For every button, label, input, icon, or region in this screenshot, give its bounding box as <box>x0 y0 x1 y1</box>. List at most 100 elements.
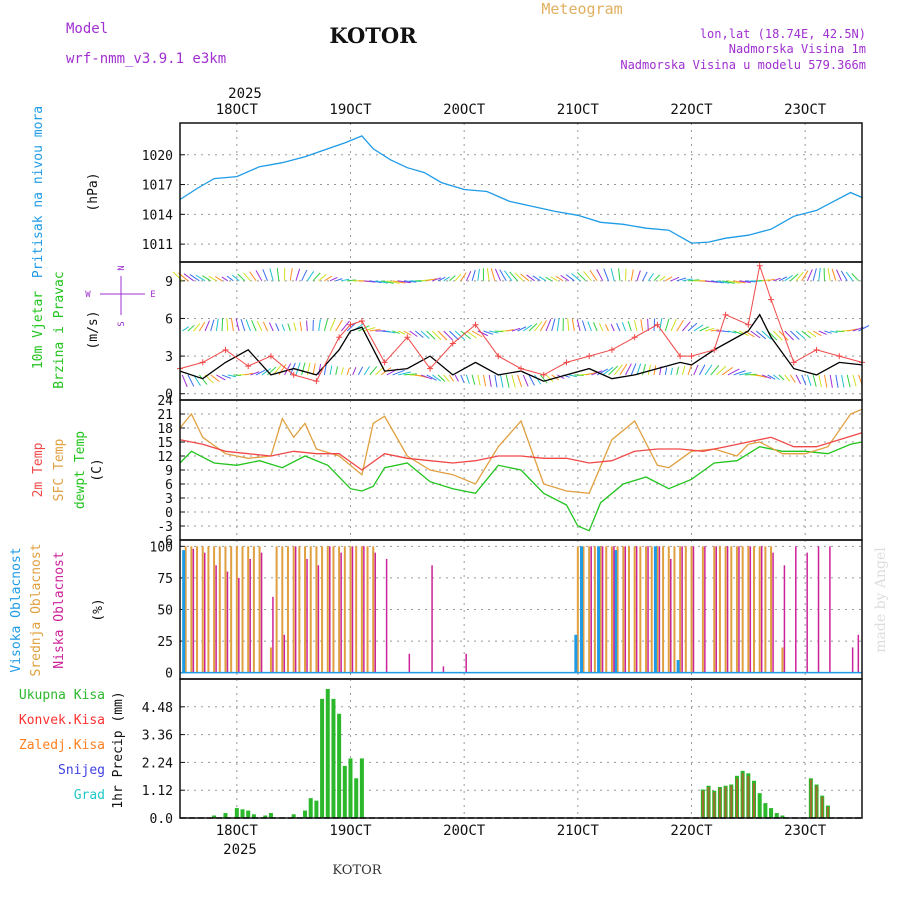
mid-cloud-bar <box>645 546 647 672</box>
wind-arrow <box>604 269 609 281</box>
cloud-title-high: Visoka Oblacnost <box>9 547 24 672</box>
mid-cloud-bar <box>770 546 772 672</box>
wind-arrow <box>336 320 343 331</box>
conv-precip-bar <box>708 787 710 818</box>
y-tick-label: -3 <box>157 520 173 535</box>
conv-precip-bar <box>821 797 823 818</box>
low-cloud-bar <box>715 546 717 672</box>
wind-legend-w: W <box>85 290 91 300</box>
total-precip-bar <box>303 811 307 818</box>
wind-arrow <box>832 269 836 281</box>
precip-panel: 0.01.122.243.364.48 <box>142 679 862 827</box>
low-cloud-bar <box>750 546 752 672</box>
wind-arrow <box>546 277 552 281</box>
y-tick-label: 50 <box>157 604 173 619</box>
wind-arrow <box>277 268 279 281</box>
low-cloud-bar <box>858 635 860 673</box>
y-tick-label: 12 <box>157 450 173 465</box>
wind-gust-marker <box>313 378 319 384</box>
wind-arrow <box>466 271 470 281</box>
low-cloud-bar <box>693 546 695 672</box>
wind-arrow <box>609 366 618 375</box>
wind-unit: (m/s) <box>86 310 101 349</box>
dewpt-line <box>180 442 862 531</box>
conv-precip-bar <box>753 783 755 818</box>
top-day-label: 19OCT <box>329 102 372 118</box>
wind-arrow <box>449 276 455 281</box>
wind-arrow <box>552 319 555 331</box>
wind-arrow <box>455 375 458 381</box>
conv-precip-bar <box>747 776 749 818</box>
mid-cloud-bar <box>270 647 272 672</box>
wind-arrow <box>665 277 672 281</box>
wind-arrow <box>241 319 245 331</box>
wind-gust-marker <box>632 334 638 340</box>
product-title: Meteogram <box>541 0 622 18</box>
wind-arrow <box>336 367 338 375</box>
wind-arrow <box>665 319 669 331</box>
top-year: 2025 <box>228 86 262 102</box>
top-day-label: 23OCT <box>784 102 827 118</box>
low-cloud-bar <box>443 666 445 672</box>
top-day-label: 22OCT <box>670 102 713 118</box>
wind-legend-e: E <box>150 290 155 300</box>
mid-cloud-bar <box>327 546 329 672</box>
wind-arrow <box>622 322 625 331</box>
wind-gust-marker <box>768 297 774 303</box>
mid-cloud-bar <box>355 546 357 672</box>
conv-precip-bar <box>730 786 732 818</box>
wind-arrow <box>302 270 307 281</box>
footer-station: KOTOR <box>332 863 382 878</box>
wind-arrow <box>648 273 653 280</box>
wind-arrow <box>605 324 608 331</box>
mid-cloud-bar <box>298 546 300 672</box>
wind-arrow <box>628 321 631 331</box>
mid-cloud-bar <box>236 546 238 672</box>
mid-cloud-bar <box>753 546 755 672</box>
wind-gust-marker <box>757 263 763 269</box>
low-cloud-bar <box>636 546 638 672</box>
bottom-day-label: 23OCT <box>784 823 827 839</box>
low-cloud-bar <box>738 546 740 672</box>
y-tick-label: 0 <box>165 506 173 521</box>
y-tick-label: 24 <box>157 394 173 409</box>
wind-arrow <box>551 277 558 281</box>
total-precip-bar <box>246 811 250 818</box>
y-tick-label: 18 <box>157 422 173 437</box>
wind-arrow <box>491 268 495 280</box>
wind-arrow <box>819 375 822 387</box>
wind-arrow <box>364 366 370 375</box>
wind-arrow <box>495 375 497 387</box>
wind-arrow <box>665 367 666 375</box>
wind-arrow <box>557 318 559 331</box>
wind-arrow <box>677 320 684 331</box>
wind-legend-n: N <box>117 265 127 270</box>
bottom-day-label: 20OCT <box>443 823 486 839</box>
wind-gust-marker <box>222 347 228 353</box>
conv-precip-bar <box>736 778 738 818</box>
low-cloud-bar <box>818 546 820 672</box>
total-precip-bar <box>241 809 245 818</box>
wind-arrow <box>231 318 233 331</box>
precip-legend-conv: Konvek.Kisa <box>19 713 105 728</box>
y-tick-label: 3 <box>165 492 173 507</box>
wind-arrow <box>483 375 485 386</box>
wind-arrow <box>238 274 245 281</box>
wind-gust-line <box>180 266 862 381</box>
y-tick-label: 25 <box>157 635 173 650</box>
mid-cloud-bar <box>202 546 204 672</box>
y-tick-label: 0.0 <box>150 812 173 827</box>
wind-arrow <box>487 268 489 281</box>
model-name: wrf-nmm_v3.9.1 e3km <box>66 51 226 67</box>
low-cloud-bar <box>613 546 615 672</box>
mid-cloud-bar <box>196 546 198 672</box>
wind-gust-marker <box>518 366 524 372</box>
y-tick-label: 100 <box>150 540 173 555</box>
mid-cloud-bar <box>730 546 732 672</box>
mid-cloud-bar <box>287 546 289 672</box>
total-precip-bar <box>309 798 313 818</box>
low-cloud-bar <box>465 654 467 673</box>
wind-arrow <box>330 366 332 375</box>
